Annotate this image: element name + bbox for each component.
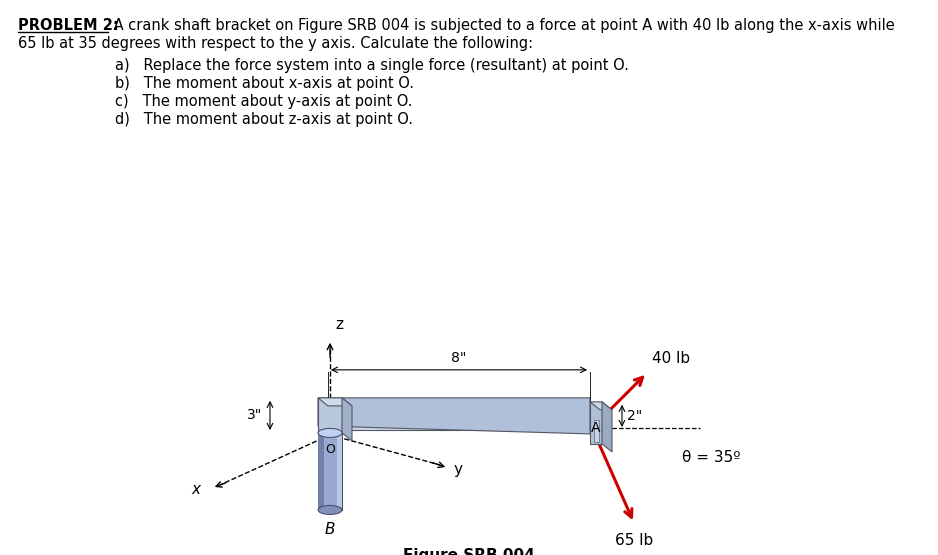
Text: 2": 2" — [627, 409, 643, 423]
Text: O: O — [325, 443, 335, 456]
Text: θ = 35º: θ = 35º — [682, 451, 740, 466]
Text: 65 lb: 65 lb — [615, 533, 653, 548]
Text: d)   The moment about z-axis at point O.: d) The moment about z-axis at point O. — [115, 112, 413, 127]
Polygon shape — [602, 402, 612, 452]
Text: 40 lb: 40 lb — [652, 351, 690, 366]
Text: A: A — [591, 421, 600, 435]
Text: z: z — [335, 317, 343, 332]
Polygon shape — [318, 398, 590, 434]
Text: A crank shaft bracket on Figure SRB 004 is subjected to a force at point A with : A crank shaft bracket on Figure SRB 004 … — [109, 18, 895, 33]
Polygon shape — [342, 398, 352, 441]
Text: B: B — [325, 522, 335, 537]
Text: b)   The moment about x-axis at point O.: b) The moment about x-axis at point O. — [115, 76, 414, 91]
Polygon shape — [318, 398, 342, 433]
Text: c)   The moment about y-axis at point O.: c) The moment about y-axis at point O. — [115, 94, 413, 109]
Polygon shape — [590, 402, 612, 410]
Ellipse shape — [318, 506, 342, 514]
Text: 3": 3" — [247, 408, 262, 422]
Polygon shape — [594, 420, 599, 442]
Polygon shape — [337, 433, 342, 510]
Polygon shape — [318, 433, 324, 510]
Polygon shape — [318, 433, 342, 510]
Text: x: x — [191, 482, 200, 497]
Text: y: y — [453, 462, 462, 477]
Text: a)   Replace the force system into a single force (resultant) at point O.: a) Replace the force system into a singl… — [115, 58, 628, 73]
Polygon shape — [328, 406, 600, 430]
Ellipse shape — [318, 428, 342, 437]
Polygon shape — [590, 402, 602, 444]
Text: Figure SRB 004: Figure SRB 004 — [403, 548, 535, 555]
Text: 65 lb at 35 degrees with respect to the y axis. Calculate the following:: 65 lb at 35 degrees with respect to the … — [18, 36, 533, 51]
Text: PROBLEM 2:: PROBLEM 2: — [18, 18, 119, 33]
Polygon shape — [318, 398, 352, 406]
Text: 8": 8" — [451, 351, 467, 365]
